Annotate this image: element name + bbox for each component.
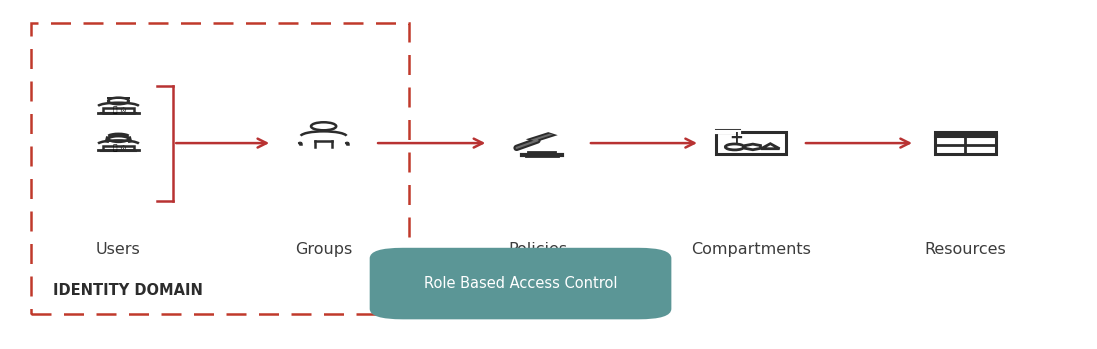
Text: 🔧: 🔧 bbox=[112, 143, 117, 153]
FancyBboxPatch shape bbox=[103, 108, 134, 112]
Ellipse shape bbox=[98, 103, 139, 110]
Circle shape bbox=[312, 122, 336, 130]
Text: Compartments: Compartments bbox=[691, 242, 812, 257]
Circle shape bbox=[725, 144, 744, 150]
FancyBboxPatch shape bbox=[370, 248, 671, 319]
FancyBboxPatch shape bbox=[108, 97, 129, 99]
Ellipse shape bbox=[301, 133, 347, 140]
FancyBboxPatch shape bbox=[935, 132, 996, 136]
Polygon shape bbox=[761, 144, 780, 149]
Text: IDENTITY DOMAIN: IDENTITY DOMAIN bbox=[53, 283, 203, 298]
Polygon shape bbox=[525, 132, 557, 142]
FancyBboxPatch shape bbox=[935, 132, 996, 154]
Circle shape bbox=[109, 135, 128, 142]
Ellipse shape bbox=[346, 143, 349, 144]
Ellipse shape bbox=[298, 143, 302, 144]
FancyBboxPatch shape bbox=[716, 130, 739, 132]
Text: Users: Users bbox=[97, 242, 140, 257]
Circle shape bbox=[109, 98, 128, 104]
Text: Policies: Policies bbox=[508, 242, 567, 257]
Text: Groups: Groups bbox=[295, 242, 352, 257]
Polygon shape bbox=[531, 134, 553, 141]
Text: +: + bbox=[730, 129, 743, 147]
Ellipse shape bbox=[98, 141, 139, 148]
Text: 🔧: 🔧 bbox=[112, 106, 117, 115]
Text: ⚙: ⚙ bbox=[118, 143, 126, 153]
Text: Resources: Resources bbox=[925, 242, 1006, 257]
Text: ⚙: ⚙ bbox=[118, 106, 126, 115]
FancyBboxPatch shape bbox=[529, 151, 555, 154]
Text: Role Based Access Control: Role Based Access Control bbox=[423, 276, 618, 291]
FancyBboxPatch shape bbox=[103, 146, 134, 150]
FancyBboxPatch shape bbox=[716, 132, 787, 154]
